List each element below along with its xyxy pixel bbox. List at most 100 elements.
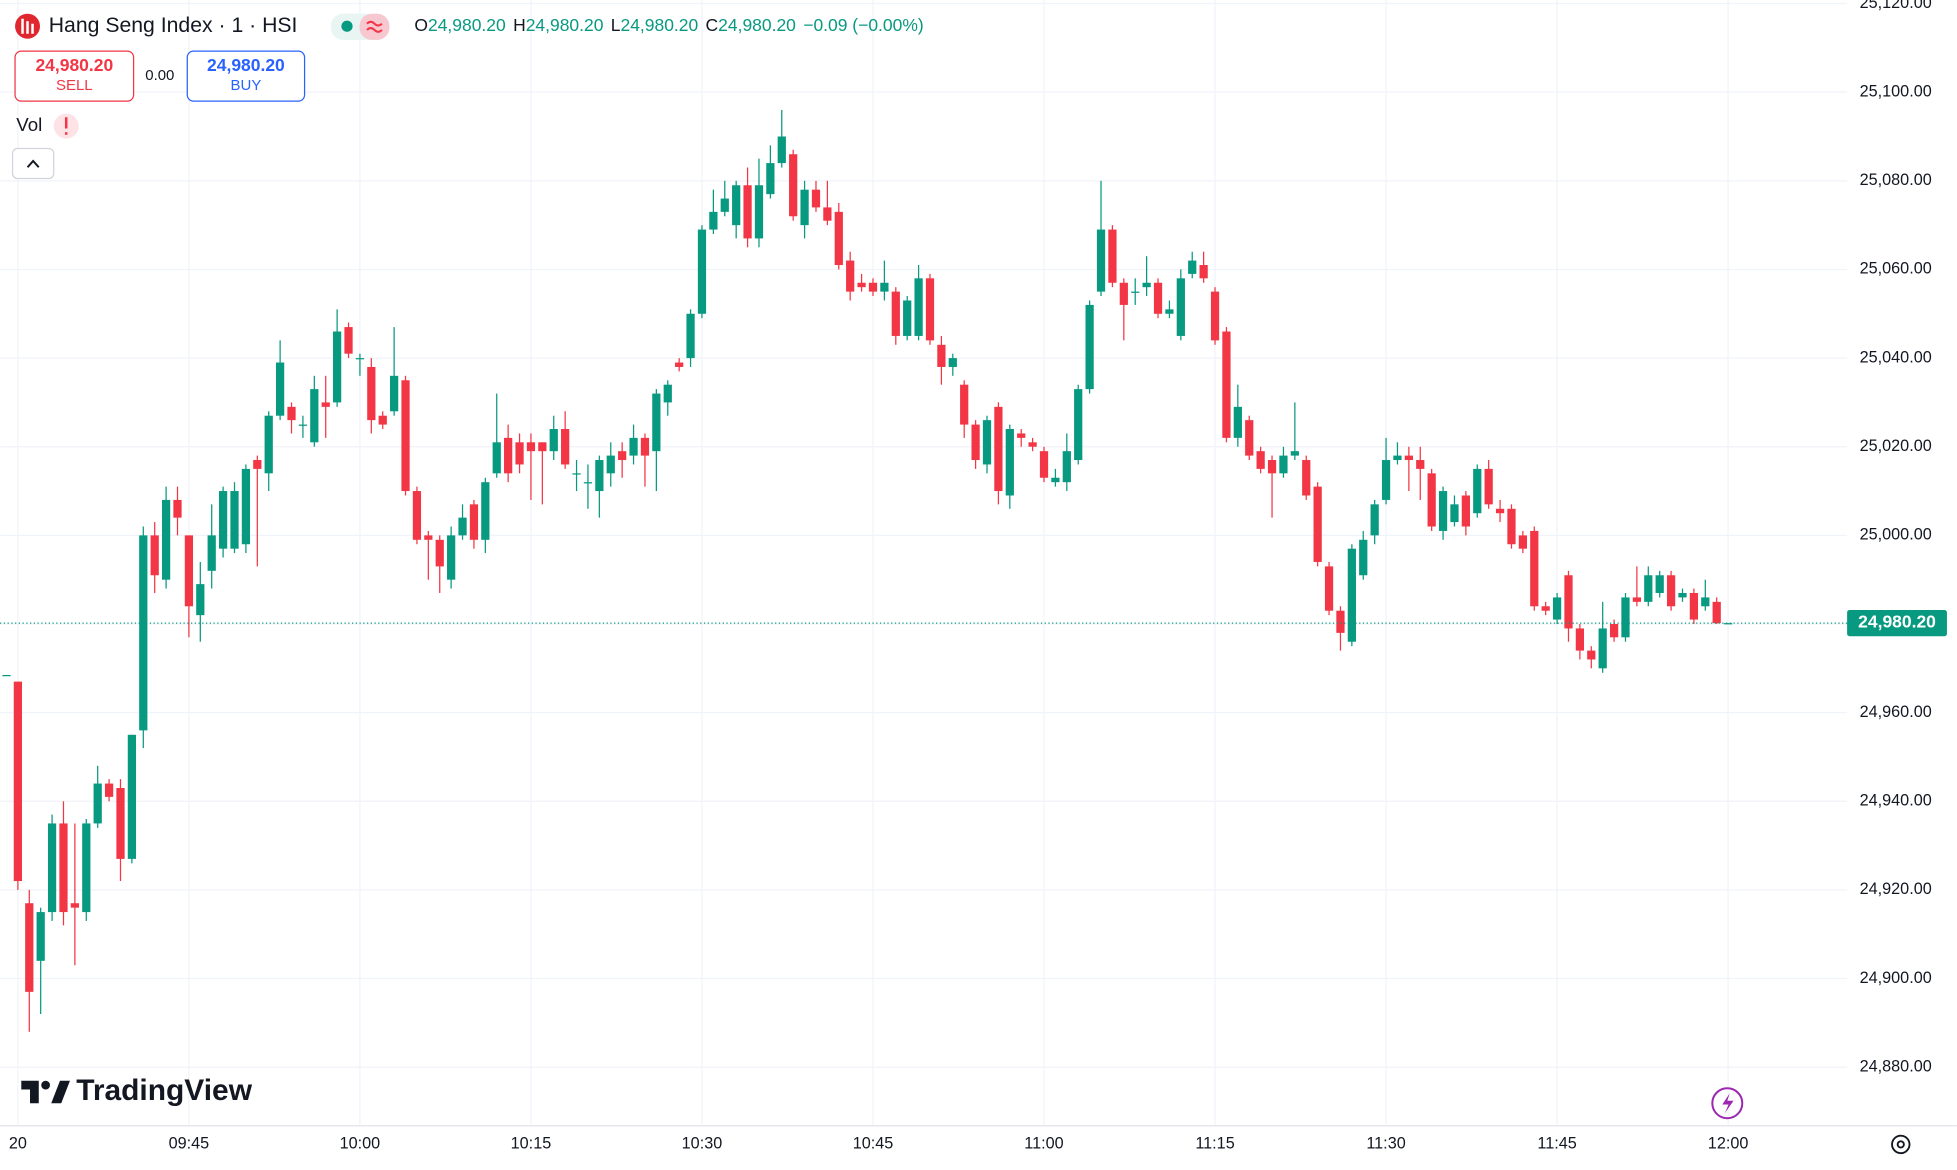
candle-body: [1507, 508, 1516, 545]
candle-body: [1347, 548, 1356, 642]
candle-body: [709, 211, 718, 230]
candle-body: [1621, 597, 1630, 638]
collapse-button[interactable]: [11, 147, 55, 180]
candle-body: [652, 393, 661, 452]
buy-button[interactable]: 24,980.20 BUY: [186, 50, 306, 102]
gear[interactable]: [1891, 1134, 1911, 1155]
y-tick-label: 25,000.00: [1860, 526, 1932, 544]
buy-box[interactable]: [186, 50, 306, 102]
x-tick-label: 11:30: [1366, 1135, 1405, 1153]
sell-label[interactable]: SELL: [56, 77, 93, 94]
candle-body: [218, 491, 228, 549]
candle-body: [184, 535, 194, 607]
candle-body: [1188, 260, 1197, 274]
candle-body: [458, 517, 467, 536]
candle-body: [982, 420, 992, 465]
candle-body: [367, 366, 376, 421]
candle-body: [1039, 451, 1049, 478]
candle-body: [857, 282, 866, 288]
x-tick-label: 10:45: [853, 1135, 894, 1153]
candle-body: [1712, 601, 1721, 624]
y-tick-label: 24,940.00: [1860, 792, 1932, 810]
candle-body: [1131, 291, 1140, 293]
candle-body: [1359, 539, 1368, 576]
x-tick-label: 11:00: [1024, 1135, 1063, 1153]
indicator-label[interactable]: Vol: [16, 114, 42, 135]
sell-box[interactable]: [14, 50, 135, 102]
candle-body: [583, 482, 593, 484]
lightning-icon: [1722, 1093, 1734, 1114]
x-tick-label: 20: [9, 1135, 27, 1153]
sell-price[interactable]: 24,980.20: [35, 55, 113, 75]
candle-body: [1279, 455, 1288, 474]
logo-slash: [51, 1080, 70, 1104]
candle-body: [994, 406, 1003, 492]
candle-body: [435, 539, 444, 567]
candle-body: [971, 424, 980, 461]
y-tick-label: 25,080.00: [1860, 171, 1932, 189]
candle-body: [13, 681, 22, 882]
candle-body: [789, 154, 798, 217]
candle-body: [640, 437, 650, 456]
candle-body: [538, 442, 547, 452]
plot-area: [0, 0, 1848, 1126]
buy-price[interactable]: 24,980.20: [207, 55, 285, 75]
candle-body: [390, 375, 399, 412]
x-tick-label: 11:45: [1537, 1135, 1576, 1153]
candle-body: [82, 823, 91, 913]
last-price-tag: [1847, 610, 1947, 637]
delay-badge: [359, 13, 390, 40]
candle-body: [686, 313, 695, 359]
candle-body: [1256, 451, 1265, 469]
candle-body: [846, 260, 855, 292]
delay-icon: [366, 20, 383, 33]
logo[interactable]: TradingView: [21, 1074, 253, 1107]
candle-body: [1324, 566, 1334, 611]
x-tick-label: 09:45: [169, 1135, 210, 1153]
candle-body: [1473, 468, 1482, 514]
ohlc-value: 24,980.20: [620, 15, 698, 35]
candle-body: [333, 331, 342, 403]
candle-body: [1666, 575, 1676, 607]
candle-body: [675, 362, 684, 367]
candle-body: [116, 787, 125, 859]
candle-body: [1655, 575, 1664, 593]
candle-body: [1222, 331, 1231, 438]
ohlc-label: C: [706, 15, 719, 35]
candle-body: [161, 499, 171, 580]
candle-body: [606, 455, 615, 474]
candle-body: [595, 460, 604, 492]
candle-body: [25, 903, 34, 992]
candle-body: [960, 384, 969, 425]
sell-button[interactable]: 24,980.20 SELL: [14, 50, 135, 102]
ohlc-label: H: [513, 15, 526, 35]
candle-body: [1564, 575, 1573, 629]
candle-body: [2, 674, 11, 677]
logo-text[interactable]: TradingView: [76, 1074, 253, 1107]
candle-body: [526, 442, 536, 452]
replay-button[interactable]: [1711, 1087, 1744, 1120]
candle-body: [1085, 304, 1094, 390]
x-tick-label: 11:15: [1195, 1135, 1234, 1153]
candle-body: [310, 389, 319, 443]
candle-body: [264, 415, 273, 474]
last-price-label: 24,980.20: [1858, 612, 1936, 632]
candle-body: [720, 198, 729, 212]
candle-body: [241, 468, 251, 545]
candle-body: [1701, 597, 1710, 607]
candle-body: [1404, 455, 1413, 461]
candle-body: [344, 327, 353, 354]
candle-body: [1119, 282, 1128, 305]
candle-body: [754, 185, 764, 239]
candle-body: [70, 903, 80, 908]
candle-body: [823, 207, 832, 221]
candle-body: [1302, 460, 1311, 496]
candle-body: [732, 185, 741, 226]
candle-body: [1313, 486, 1322, 562]
buy-label[interactable]: BUY: [231, 77, 262, 94]
market-status: [341, 20, 353, 32]
candle-body: [697, 229, 707, 314]
settings-button[interactable]: [1891, 1134, 1911, 1155]
candle-body: [1484, 468, 1493, 505]
